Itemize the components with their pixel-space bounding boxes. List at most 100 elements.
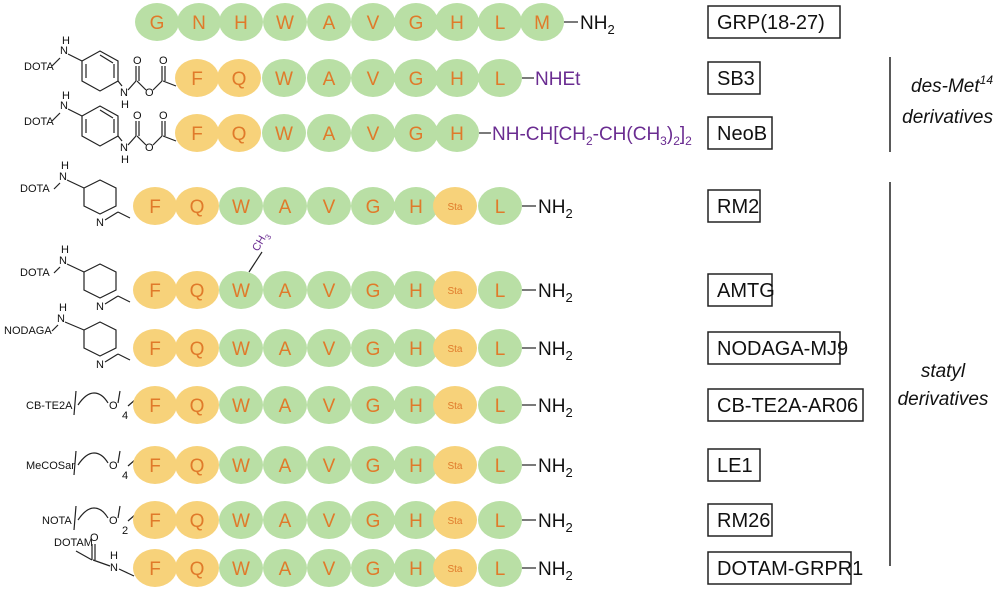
peg-bond	[77, 507, 109, 521]
residue-letter: V	[323, 396, 336, 417]
residue-w	[219, 271, 263, 309]
residue-letter: A	[323, 13, 336, 34]
residue-w	[262, 114, 306, 152]
compound-label: CB-TE2A-AR06	[707, 388, 864, 422]
compound-label: GRP(18-27)	[707, 5, 841, 39]
residue-letter: A	[279, 456, 292, 477]
residue-letter: W	[276, 13, 294, 34]
residue-v	[307, 329, 351, 367]
oxygen-atom: O	[145, 142, 154, 154]
label-text: CB-TE2A-AR06	[717, 395, 858, 417]
residue-v	[351, 59, 395, 97]
residue-letter: Q	[190, 456, 205, 477]
oxygen-atom: O	[145, 87, 154, 99]
oxygen-atom: O	[109, 460, 118, 472]
residue-g	[351, 187, 395, 225]
bond-line	[99, 109, 114, 119]
chelator-label: NOTA	[42, 515, 72, 527]
residue-letter: G	[409, 124, 424, 145]
residue-a	[263, 271, 307, 309]
residue-l	[478, 446, 522, 484]
residue-letter: A	[279, 281, 292, 302]
compound-label: AMTG	[707, 273, 775, 307]
residue-h	[394, 187, 438, 225]
residue-letter: V	[323, 456, 336, 477]
residue-letter: W	[275, 69, 293, 90]
residue-g	[351, 549, 395, 587]
residue-w	[219, 187, 263, 225]
label-box	[707, 116, 773, 150]
residue-f	[133, 386, 177, 424]
row-grp-18-27: G N H W A V G H L M NH2	[135, 3, 615, 41]
residue-l	[478, 386, 522, 424]
residue-letter: Sta	[447, 461, 462, 472]
residue-letter: Sta	[447, 401, 462, 412]
label-box	[707, 331, 841, 365]
residue-h	[394, 329, 438, 367]
bond-line	[127, 80, 137, 91]
residue-w	[262, 59, 306, 97]
residue-h	[435, 59, 479, 97]
residue-letter: G	[366, 559, 381, 580]
residue-g	[351, 446, 395, 484]
chelator-label: CB-TE2A	[26, 400, 73, 412]
c-terminus: NH2	[538, 396, 573, 420]
label-text: DOTAM-GRPR1	[717, 558, 863, 580]
residue-g	[351, 386, 395, 424]
residue-letter: F	[149, 339, 161, 360]
residue-letter: H	[409, 511, 423, 532]
residue-a	[263, 501, 307, 539]
residue-v	[307, 187, 351, 225]
residue-g	[351, 271, 395, 309]
peg-bond	[77, 452, 109, 466]
bond-line	[117, 353, 131, 361]
label-box	[707, 388, 864, 422]
residue-l	[478, 271, 522, 309]
residue-letter: G	[366, 511, 381, 532]
residue-letter: G	[366, 456, 381, 477]
residue-letter: H	[234, 13, 248, 34]
residue-g	[351, 501, 395, 539]
residue-letter: V	[367, 13, 380, 34]
residue-f	[133, 501, 177, 539]
residue-letter: F	[149, 559, 161, 580]
c-terminus: NH2	[538, 281, 573, 305]
residue-letter: L	[495, 511, 506, 532]
residue-a	[307, 3, 351, 41]
residue-letter: G	[366, 197, 381, 218]
nitrogen-atom: N	[96, 301, 104, 313]
bond-line	[104, 211, 119, 221]
residue-l	[478, 59, 522, 97]
residue-letter: G	[366, 281, 381, 302]
residue-letter: H	[409, 339, 423, 360]
oxygen-atom: O	[159, 110, 168, 122]
nitrogen-atom: N	[60, 45, 68, 57]
bond-line	[64, 321, 85, 331]
oxygen-atom: O	[133, 110, 142, 122]
residue-letter: W	[232, 281, 250, 302]
benzene-ring	[81, 50, 119, 92]
label-box	[707, 189, 761, 223]
bond-line	[152, 80, 163, 91]
bond-line	[162, 135, 177, 142]
bond-line	[92, 559, 111, 567]
bond-line	[66, 179, 85, 189]
piperidine-ring	[83, 179, 117, 215]
residue-v	[307, 386, 351, 424]
residue-sta	[433, 501, 477, 539]
residue-letter: H	[450, 13, 464, 34]
residue-q	[175, 501, 219, 539]
residue-letter: L	[495, 13, 506, 34]
residue-f	[133, 271, 177, 309]
statyl-group-label-2: derivatives	[898, 389, 989, 410]
bond-line	[136, 80, 147, 91]
bond-line	[118, 568, 135, 577]
compound-label: NODAGA-MJ9	[707, 331, 848, 365]
residue-letter: V	[367, 124, 380, 145]
residue-v	[307, 271, 351, 309]
label-text: AMTG	[717, 280, 775, 302]
residue-letter: Sta	[447, 344, 462, 355]
compound-label: DOTAM-GRPR1	[707, 551, 863, 585]
